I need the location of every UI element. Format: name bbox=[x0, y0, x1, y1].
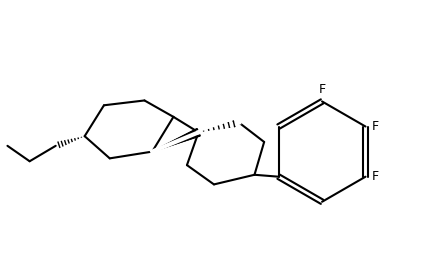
Polygon shape bbox=[152, 129, 200, 152]
Text: F: F bbox=[371, 120, 378, 133]
Text: F: F bbox=[319, 83, 325, 96]
Text: F: F bbox=[371, 170, 378, 183]
Polygon shape bbox=[152, 129, 200, 152]
